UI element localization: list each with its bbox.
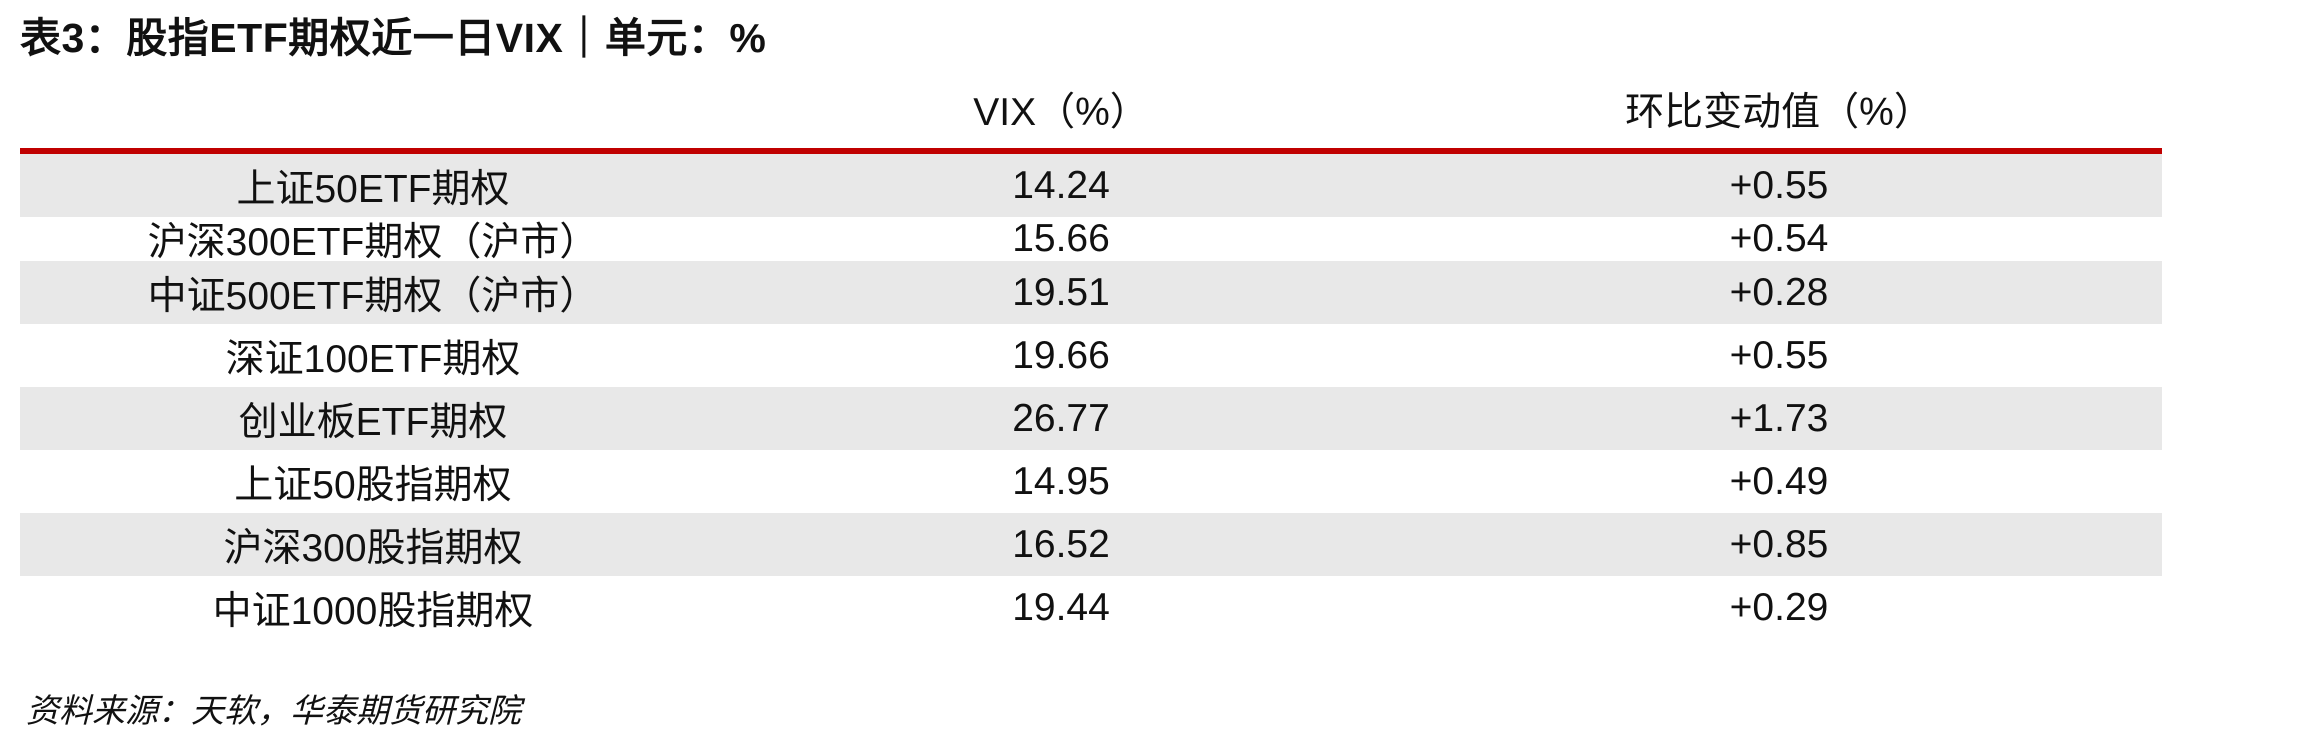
row-name: 沪深300ETF期权（沪市） [147,221,599,264]
table-row: 上证50ETF期权 14.24 +0.55 [20,154,2162,217]
table-row: 中证1000股指期权 19.44 +0.29 [20,576,2162,639]
row-vix: 15.66 [1012,217,1110,260]
row-name: 中证1000股指期权 [212,589,534,633]
row-vix: 14.24 [1012,163,1110,207]
row-change: +0.49 [1729,459,1829,503]
row-change: +0.28 [1729,270,1829,314]
row-vix: 19.44 [1012,585,1110,629]
table-row: 中证500ETF期权（沪市） 19.51 +0.28 [20,261,2162,324]
vix-table: VIX（%） 环比变动值（%） 上证50ETF期权 14.24 +0.55 沪深… [20,70,2162,639]
table-row: 深证100ETF期权 19.66 +0.55 [20,324,2162,387]
row-name: 上证50ETF期权 [236,167,510,211]
row-name: 沪深300股指期权 [223,526,523,570]
table-header: VIX（%） 环比变动值（%） [20,70,2162,154]
row-change: +1.73 [1729,396,1829,440]
table-row: 沪深300股指期权 16.52 +0.85 [20,513,2162,576]
row-vix: 14.95 [1012,459,1110,503]
row-name: 中证500ETF期权（沪市） [147,274,599,318]
row-change: +0.54 [1729,217,1829,260]
row-vix: 19.66 [1012,333,1110,377]
row-vix: 19.51 [1012,270,1110,314]
row-vix: 16.52 [1012,522,1110,566]
row-change: +0.55 [1729,333,1829,377]
table-row: 上证50股指期权 14.95 +0.49 [20,450,2162,513]
table-row: 沪深300ETF期权（沪市） 15.66 +0.54 [20,217,2162,264]
header-vix: VIX（%） [973,91,1149,134]
row-name: 深证100ETF期权 [225,337,521,381]
header-change: 环比变动值（%） [1625,91,1933,134]
table-row: 创业板ETF期权 26.77 +1.73 [20,387,2162,450]
row-change: +0.85 [1729,522,1829,566]
row-change: +0.29 [1729,585,1829,629]
row-change: +0.55 [1729,163,1829,207]
source-note: 资料来源：天软，华泰期货研究院 [26,692,521,729]
row-vix: 26.77 [1012,396,1110,440]
row-name: 上证50股指期权 [234,463,512,507]
row-name: 创业板ETF期权 [238,400,508,444]
table-title: 表3：股指ETF期权近一日VIX｜单元：% [20,15,767,61]
